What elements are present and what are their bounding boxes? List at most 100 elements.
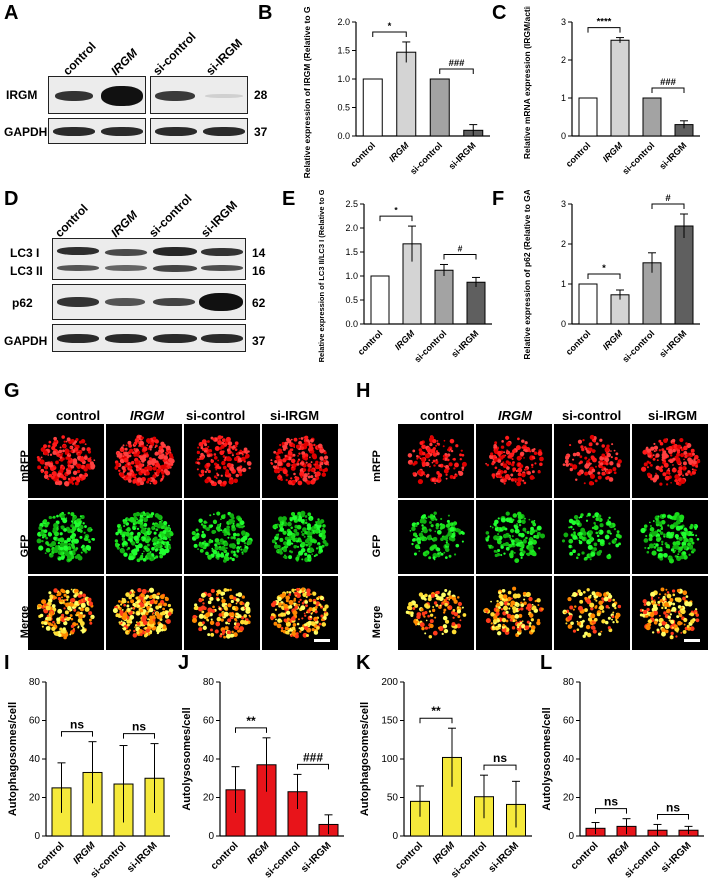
category-label: control bbox=[564, 328, 593, 357]
panel-letter-j: J bbox=[178, 652, 190, 674]
significance-label: ** bbox=[431, 704, 441, 718]
chart-e: 0.0 0.5 1.0 1.5 2.0 2.5 Relative expression of… bbox=[317, 190, 492, 364]
band bbox=[57, 247, 99, 255]
band bbox=[201, 265, 243, 271]
micro-g-col-si-irgm: si-IRGM bbox=[270, 408, 320, 423]
band bbox=[105, 334, 147, 343]
chart-l: 0 20 40 60 80 Autolysosomes/cell control IRGM si… bbox=[541, 677, 704, 880]
panel-letter-a: A bbox=[4, 2, 19, 24]
micrograph-tile bbox=[262, 424, 338, 498]
band bbox=[153, 334, 197, 343]
y-tick-label: 0 bbox=[561, 319, 566, 329]
category-label: si-IRGM bbox=[447, 140, 478, 171]
y-tick-label: 80 bbox=[563, 677, 575, 688]
y-axis-label: Autophagosomes/cell bbox=[7, 702, 19, 816]
panel-letter-d: D bbox=[4, 188, 19, 210]
chart-i: 0 20 40 60 80 Autophagosomes/cell control IRGM s… bbox=[7, 677, 170, 880]
micrograph-tile bbox=[554, 576, 630, 650]
significance-bracket bbox=[439, 68, 474, 74]
y-tick-label: 1 bbox=[561, 93, 566, 103]
y-tick-label: 0 bbox=[208, 831, 214, 842]
band bbox=[57, 334, 99, 343]
bar bbox=[674, 225, 694, 325]
y-tick-label: 50 bbox=[387, 793, 399, 804]
bar bbox=[642, 97, 662, 137]
blot-d-row-lc3-i: LC3 I bbox=[10, 246, 40, 260]
micrograph-tile bbox=[184, 500, 260, 574]
puncta bbox=[37, 588, 95, 640]
micrograph-tile bbox=[398, 500, 474, 574]
significance-label: * bbox=[602, 263, 606, 274]
band bbox=[199, 293, 243, 311]
category-label: control bbox=[35, 840, 67, 872]
bar bbox=[610, 39, 630, 137]
significance-label: # bbox=[458, 243, 463, 253]
micrograph-tile bbox=[184, 424, 260, 498]
blot-a-col-si-control: si-control bbox=[150, 29, 199, 79]
y-tick-label: 0 bbox=[568, 831, 574, 842]
category-label: si-IRGM bbox=[657, 140, 688, 171]
y-tick-label: 20 bbox=[29, 793, 41, 804]
puncta bbox=[562, 434, 622, 486]
y-tick-label: 100 bbox=[381, 754, 398, 765]
y-tick-label: 0.5 bbox=[345, 295, 358, 305]
puncta bbox=[407, 435, 467, 485]
blot-a-membrane-gapdh-left bbox=[48, 118, 146, 144]
puncta bbox=[114, 434, 175, 486]
puncta bbox=[485, 435, 544, 487]
significance-bracket bbox=[595, 808, 627, 814]
y-tick-label: 60 bbox=[563, 716, 575, 727]
panel-letter-c: C bbox=[492, 2, 507, 24]
y-axis-label: Relative expression of IRGM (Relative to… bbox=[302, 6, 312, 178]
band bbox=[101, 86, 143, 106]
y-tick-label: 1.0 bbox=[337, 74, 350, 84]
y-axis-label: Relative mRNA expression (IRGM/actin) bbox=[522, 6, 532, 159]
bar bbox=[578, 97, 598, 137]
y-tick-label: 2 bbox=[561, 239, 566, 249]
bar bbox=[370, 275, 390, 325]
y-tick-label: 40 bbox=[203, 754, 215, 765]
micrograph-tile bbox=[184, 576, 260, 650]
puncta bbox=[485, 511, 546, 564]
y-tick-label: 0.5 bbox=[337, 103, 350, 113]
category-label: IRGM bbox=[601, 140, 625, 164]
category-label: control bbox=[564, 140, 593, 169]
category-label: si-control bbox=[408, 140, 444, 176]
y-tick-label: 0.0 bbox=[337, 131, 350, 141]
puncta bbox=[270, 587, 329, 639]
chart-c: 0 1 2 3 Relative mRNA expression (IRGM/actin… bbox=[522, 6, 700, 176]
puncta bbox=[562, 588, 622, 638]
y-axis-label: Autophagosomes/cell bbox=[359, 702, 371, 816]
blot-a-membrane-irgm-right bbox=[150, 76, 248, 114]
significance-bracket bbox=[651, 203, 685, 209]
micro-h-col-irgm: IRGM bbox=[498, 408, 532, 423]
significance-bracket bbox=[61, 731, 93, 737]
puncta bbox=[639, 587, 700, 640]
blot-a-membrane-gapdh-right bbox=[150, 118, 248, 144]
micrograph-tile bbox=[632, 576, 708, 650]
puncta bbox=[195, 435, 252, 487]
puncta bbox=[409, 511, 465, 561]
puncta bbox=[191, 588, 252, 639]
category-label: IRGM bbox=[393, 328, 417, 352]
band bbox=[101, 127, 143, 136]
significance-bracket bbox=[483, 764, 517, 771]
micrograph-tile bbox=[262, 576, 338, 650]
micrograph-tile bbox=[632, 424, 708, 498]
y-tick-label: 0 bbox=[392, 831, 398, 842]
significance-label: ns bbox=[604, 795, 618, 809]
y-tick-label: 1 bbox=[561, 279, 566, 289]
band bbox=[155, 91, 195, 101]
blot-d-col-control: control bbox=[52, 201, 91, 240]
y-tick-label: 1.5 bbox=[345, 247, 358, 257]
band bbox=[57, 265, 99, 271]
significance-label: ns bbox=[132, 720, 146, 734]
y-tick-label: 60 bbox=[29, 716, 41, 727]
panel-letter-h: H bbox=[356, 380, 371, 402]
puncta bbox=[36, 511, 95, 563]
panel-letter-e: E bbox=[282, 188, 296, 210]
y-tick-label: 2.5 bbox=[345, 199, 358, 209]
band bbox=[201, 248, 243, 256]
blot-a-row-irgm: IRGM bbox=[6, 88, 38, 102]
micrograph-tile bbox=[28, 424, 104, 498]
